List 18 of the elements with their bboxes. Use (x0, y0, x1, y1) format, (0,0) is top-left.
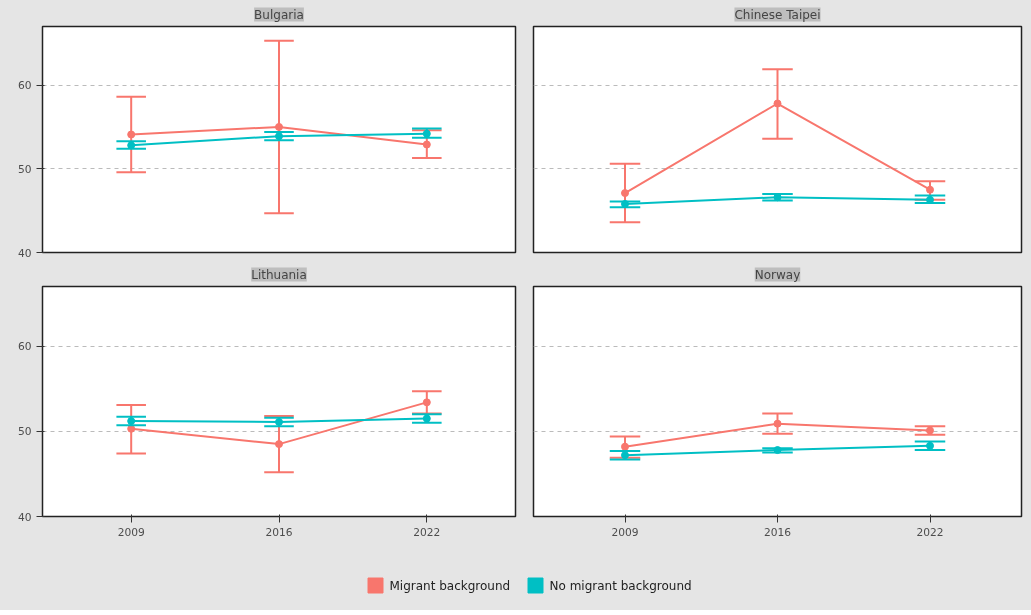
x-tick-label: 2009 (117, 525, 145, 539)
y-tick-label: 40 (17, 510, 32, 524)
y-tick-label: 60 (17, 340, 32, 354)
x-tick-label: 2022 (916, 525, 944, 539)
x-tick-label: 2009 (611, 525, 639, 539)
x-tick-label: 2016 (265, 525, 293, 539)
chart-title: Lithuania (251, 267, 307, 282)
y-tick-label: 50 (17, 425, 32, 439)
chart-title: Norway (754, 267, 801, 282)
y-tick-label: 50 (17, 162, 32, 176)
legend-label: No migrant background (549, 578, 692, 593)
x-tick-label: 2016 (763, 525, 792, 539)
y-tick-label: 60 (17, 79, 32, 93)
chart-title: Bulgaria (254, 7, 304, 22)
legend-label: Migrant background (389, 578, 511, 593)
x-tick-label: 2022 (413, 525, 441, 539)
y-tick-label: 40 (17, 246, 32, 260)
chart-title: Chinese Taipei (734, 7, 821, 22)
